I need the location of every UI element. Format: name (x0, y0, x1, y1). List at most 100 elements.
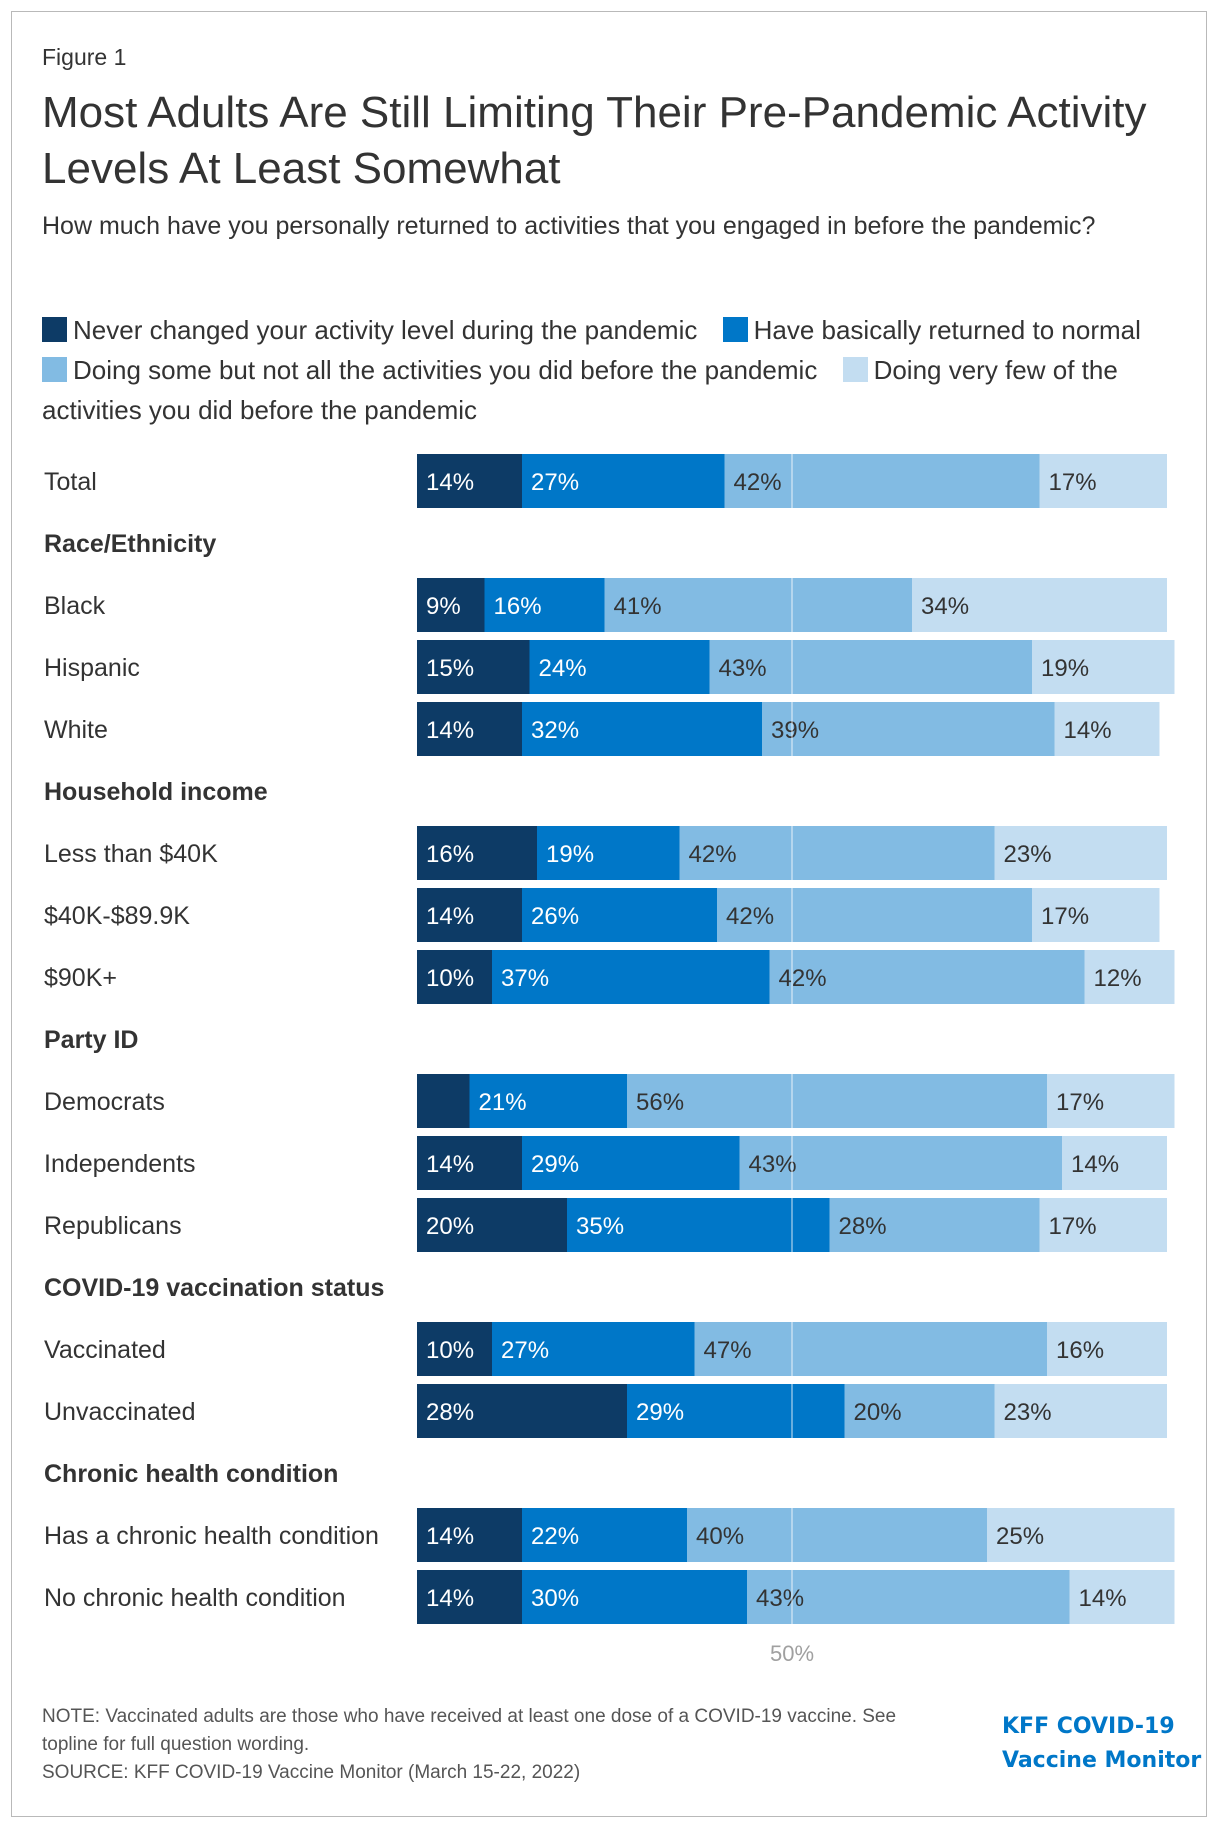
bar-segment (627, 1384, 845, 1438)
figure-frame (11, 11, 1207, 1817)
bar-segment (417, 1136, 522, 1190)
data-label: 17% (1049, 1213, 1097, 1240)
data-label: 20% (426, 1213, 474, 1240)
legend-item-some-activities: Doing some but not all the activities yo… (42, 355, 817, 385)
source-text: SOURCE: KFF COVID-19 Vaccine Monitor (Ma… (42, 1762, 581, 1783)
row-label: Independents (44, 1150, 196, 1178)
data-label: 29% (636, 1399, 684, 1426)
data-label: 14% (426, 1585, 474, 1612)
bar-segment (522, 888, 717, 942)
bar-segment (1047, 1074, 1175, 1128)
row-label: White (44, 716, 108, 744)
kff-logo: KFF COVID-19 Vaccine Monitor (1002, 1710, 1201, 1778)
data-label: 10% (426, 1337, 474, 1364)
data-label: 28% (426, 1399, 474, 1426)
bar-segment (522, 702, 762, 756)
data-label: 43% (749, 1151, 797, 1178)
legend-swatch (42, 317, 67, 342)
bar-segment (769, 950, 1085, 1004)
data-label: 16% (494, 593, 542, 620)
data-label: 56% (636, 1089, 684, 1116)
data-label: 28% (839, 1213, 887, 1240)
bar-segment (694, 1322, 1047, 1376)
data-label: 14% (1079, 1585, 1127, 1612)
bar-segment (484, 578, 605, 632)
bar-segment (567, 1198, 830, 1252)
data-label: 19% (546, 841, 594, 868)
legend: Never changed your activity level during… (42, 310, 1177, 430)
data-label: 43% (719, 655, 767, 682)
bar-segment (417, 1074, 470, 1128)
bar-segment (604, 578, 912, 632)
bar-segment (1062, 1136, 1167, 1190)
bar-segment (417, 640, 530, 694)
bar-segment (1084, 950, 1175, 1004)
bar-segment (417, 888, 522, 942)
legend-item-never-changed: Never changed your activity level during… (42, 315, 697, 345)
bar-segment (829, 1198, 1040, 1252)
bar-segment (739, 1136, 1062, 1190)
row-label: Republicans (44, 1212, 182, 1240)
data-label: 19% (1041, 655, 1089, 682)
row-label: Has a chronic health condition (44, 1522, 379, 1550)
footer-notes: NOTE: Vaccinated adults are those who ha… (42, 1703, 942, 1787)
row-label: $90K+ (44, 964, 117, 992)
data-label: 14% (426, 717, 474, 744)
group-header: Household income (44, 778, 268, 806)
data-label: 42% (734, 469, 782, 496)
legend-swatch (842, 357, 868, 382)
data-label: 10% (426, 965, 474, 992)
bar-segment (417, 950, 492, 1004)
legend-item-returned-normal: Have basically returned to normal (722, 315, 1141, 345)
bar-segment (417, 454, 522, 508)
data-label: 15% (426, 655, 474, 682)
bar-segment (537, 826, 680, 880)
data-label: 16% (426, 841, 474, 868)
bar-segment (747, 1570, 1070, 1624)
data-label: 9% (426, 593, 461, 620)
bar-segment (529, 640, 710, 694)
bar-segment (844, 1384, 995, 1438)
bar-segment (709, 640, 1032, 694)
data-label: 39% (771, 717, 819, 744)
data-label: 21% (479, 1089, 527, 1116)
data-label: 17% (1049, 469, 1097, 496)
legend-swatch (722, 317, 748, 342)
note-text: NOTE: Vaccinated adults are those who ha… (42, 1706, 897, 1755)
bar-segment (522, 1136, 740, 1190)
data-label: 23% (1004, 1399, 1052, 1426)
data-label: 14% (426, 1523, 474, 1550)
bar-segment (1054, 702, 1160, 756)
data-label: 32% (531, 717, 579, 744)
bar-segment (417, 826, 537, 880)
data-label: 26% (531, 903, 579, 930)
reference-line-label: 50% (770, 1641, 814, 1666)
bar-segment (1032, 888, 1160, 942)
data-label: 42% (726, 903, 774, 930)
figure-label: Figure 1 (42, 44, 127, 70)
bar-segment (522, 454, 725, 508)
bar-segment (762, 702, 1055, 756)
bar-segment (987, 1508, 1175, 1562)
bar-segment (687, 1508, 987, 1562)
row-label: Less than $40K (44, 840, 218, 868)
bar-segment (417, 1570, 522, 1624)
data-label: 27% (531, 469, 579, 496)
logo-line-2: Vaccine Monitor (1002, 1748, 1202, 1773)
row-label: Hispanic (44, 654, 140, 682)
bar-segment (627, 1074, 1047, 1128)
row-label: Unvaccinated (44, 1398, 195, 1426)
group-header: Party ID (44, 1026, 138, 1054)
data-label: 37% (501, 965, 549, 992)
row-label: No chronic health condition (44, 1584, 346, 1612)
data-label: 14% (426, 469, 474, 496)
bar-segment (417, 1322, 492, 1376)
bar-segment (994, 826, 1167, 880)
bar-segment (417, 1198, 567, 1252)
legend-label: Never changed your activity level during… (73, 315, 698, 345)
bar-segment (679, 826, 995, 880)
bar-segment (1039, 1198, 1167, 1252)
group-header: Race/Ethnicity (44, 530, 216, 558)
row-label: Democrats (44, 1088, 165, 1116)
legend-swatch (42, 357, 67, 382)
